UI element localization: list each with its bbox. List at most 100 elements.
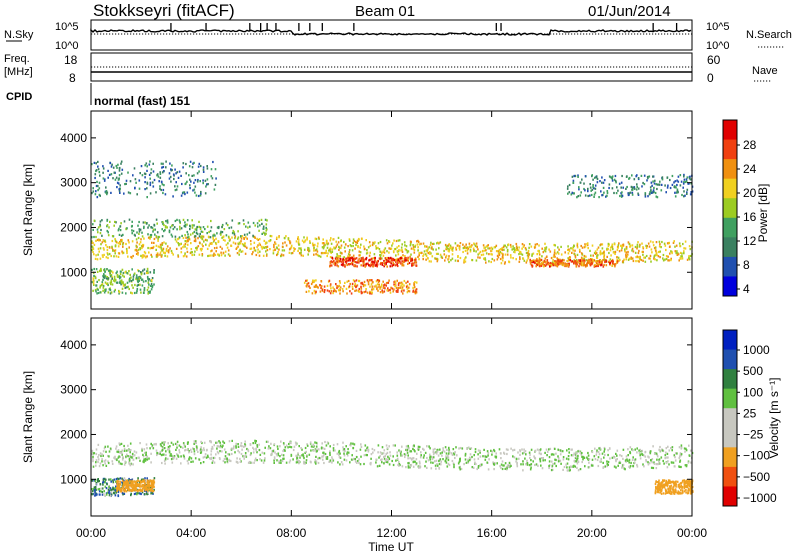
range-gate-cell xyxy=(310,461,312,464)
range-gate-cell xyxy=(519,257,521,261)
range-gate-cell xyxy=(249,443,252,446)
range-gate-cell xyxy=(504,467,507,470)
range-gate-cell xyxy=(104,289,107,292)
range-gate-cell xyxy=(559,453,562,456)
range-gate-cell xyxy=(323,447,326,450)
range-gate-cell xyxy=(544,261,547,264)
range-gate-cell xyxy=(396,250,399,253)
range-gate-cell xyxy=(239,248,241,251)
range-gate-cell xyxy=(161,243,164,246)
range-gate-cell xyxy=(174,238,177,241)
range-gate-cell xyxy=(666,186,669,189)
range-gate-cell xyxy=(94,173,97,176)
range-gate-cell xyxy=(316,250,319,253)
range-gate-cell xyxy=(631,244,634,247)
range-gate-cell xyxy=(554,255,556,258)
range-gate-cell xyxy=(249,240,252,243)
range-gate-cell xyxy=(591,464,594,467)
range-gate-cell xyxy=(354,247,356,250)
range-gate-cell xyxy=(354,284,356,287)
range-gate-cell xyxy=(657,250,660,254)
range-gate-cell xyxy=(202,226,205,229)
range-gate-cell xyxy=(375,245,377,248)
range-gate-cell xyxy=(399,281,401,284)
range-gate-cell xyxy=(106,245,109,249)
range-gate-cell xyxy=(105,190,108,193)
range-gate-cell xyxy=(368,279,371,282)
range-gate-cell xyxy=(96,228,99,231)
range-gate-cell xyxy=(93,283,95,286)
range-gate-cell xyxy=(331,261,333,264)
range-gate-cell xyxy=(393,239,395,242)
range-gate-cell xyxy=(426,456,428,460)
range-gate-cell xyxy=(312,449,315,452)
range-gate-cell xyxy=(201,237,203,240)
range-gate-cell xyxy=(351,285,354,288)
range-gate-cell xyxy=(369,285,371,288)
range-gate-cell xyxy=(444,243,447,247)
range-gate-cell xyxy=(568,250,571,253)
range-gate-cell xyxy=(537,464,539,467)
range-gate-cell xyxy=(146,182,149,185)
range-gate-cell xyxy=(200,235,203,238)
range-gate-cell xyxy=(131,479,133,482)
range-gate-cell xyxy=(105,492,108,495)
range-gate-cell xyxy=(200,249,203,252)
range-gate-cell xyxy=(650,189,652,192)
range-gate-cell xyxy=(91,479,93,482)
range-gate-cell xyxy=(549,250,552,253)
range-gate-cell xyxy=(127,455,129,458)
range-gate-cell xyxy=(572,246,575,249)
range-gate-cell xyxy=(212,459,214,462)
range-gate-cell xyxy=(183,455,185,458)
range-gate-cell xyxy=(663,462,665,465)
range-gate-cell xyxy=(591,188,594,191)
range-gate-cell xyxy=(597,259,599,263)
range-gate-cell xyxy=(107,234,110,237)
range-gate-cell xyxy=(485,252,488,255)
range-gate-cell xyxy=(347,245,349,248)
range-gate-cell xyxy=(645,246,648,249)
range-gate-cell xyxy=(655,249,657,253)
range-gate-cell xyxy=(329,453,331,456)
range-gate-cell xyxy=(189,187,191,190)
range-gate-cell xyxy=(576,242,579,245)
range-gate-cell xyxy=(194,235,196,238)
range-gate-cell xyxy=(515,258,517,261)
range-gate-cell xyxy=(94,494,96,497)
range-gate-cell xyxy=(435,252,438,255)
range-gate-cell xyxy=(210,450,213,453)
range-gate-cell xyxy=(92,190,95,193)
range-gate-cell xyxy=(117,182,120,185)
range-gate-cell xyxy=(333,246,335,249)
range-gate-cell xyxy=(254,459,256,462)
noise-trace xyxy=(90,23,692,36)
range-gate-cell xyxy=(368,264,370,267)
range-gate-cell xyxy=(393,263,395,266)
range-gate-cell xyxy=(436,242,438,245)
range-gate-cell xyxy=(583,246,586,249)
range-gate-cell xyxy=(501,467,504,471)
range-gate-cell xyxy=(92,279,95,282)
range-gate-cell xyxy=(263,239,266,242)
range-gate-cell xyxy=(504,261,506,264)
range-gate-cell xyxy=(255,440,257,443)
range-gate-cell xyxy=(117,480,120,483)
range-gate-cell xyxy=(675,186,677,189)
range-gate-cell xyxy=(318,448,320,451)
range-gate-cell xyxy=(231,236,233,239)
range-gate-cell xyxy=(682,186,684,189)
range-gate-cell xyxy=(172,224,174,227)
range-gate-cell xyxy=(382,285,385,288)
range-gate-cell xyxy=(266,249,269,252)
range-gate-cell xyxy=(398,245,400,248)
range-gate-cell xyxy=(653,462,656,465)
range-gate-cell xyxy=(571,448,573,451)
range-gate-cell xyxy=(213,456,216,459)
range-gate-cell xyxy=(189,184,191,187)
range-gate-cell xyxy=(283,457,285,460)
range-gate-cell xyxy=(631,191,634,194)
range-gate-cell xyxy=(247,221,250,224)
range-gate-cell xyxy=(139,247,141,250)
range-gate-cell xyxy=(654,191,657,195)
